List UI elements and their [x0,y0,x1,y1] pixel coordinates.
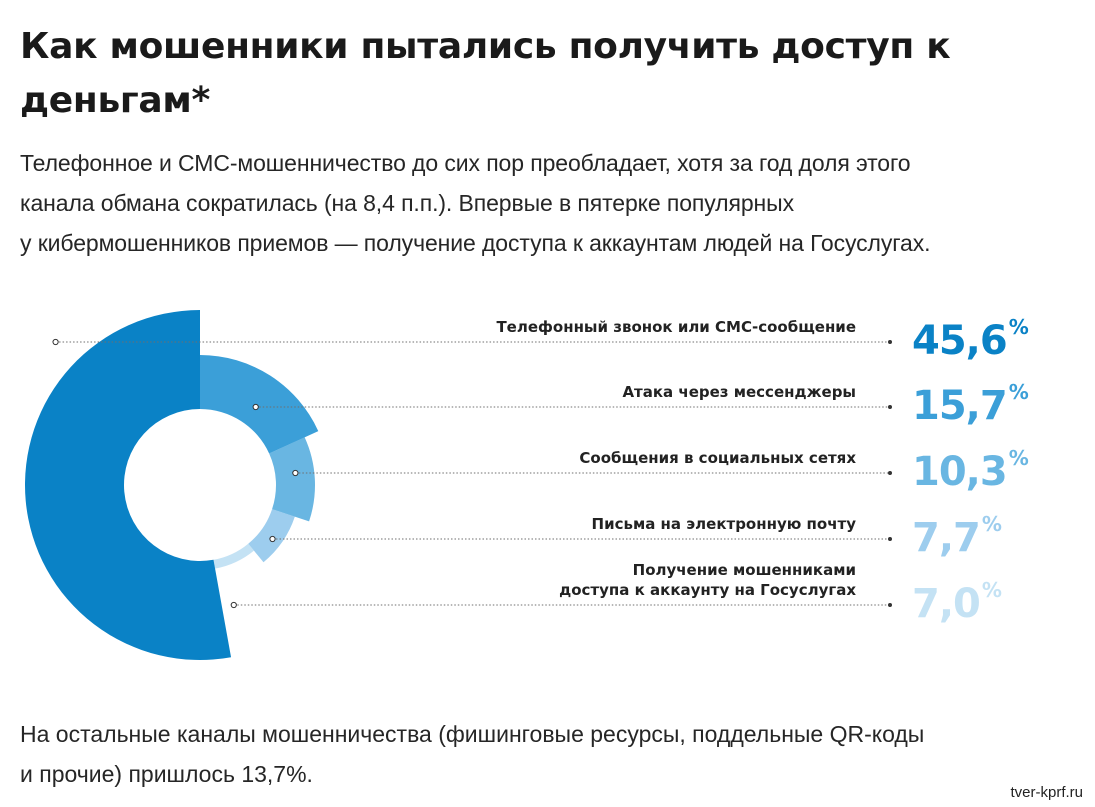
percent-sign: % [1009,446,1029,470]
outro-line: и прочие) пришлось 13,7%. [20,761,313,787]
pie-slice [213,543,254,569]
percent-sign: % [1009,315,1029,339]
category-label: Сообщения в социальных сетях [579,449,856,467]
percent-sign: % [982,578,1002,602]
value-label: 7,7 [912,515,980,561]
value-label: 15,7 [912,383,1007,429]
value-label: 45,6 [912,318,1007,364]
category-label: доступа к аккаунту на Госуслугах [559,581,856,599]
leader-end-dot [888,405,892,409]
chart-leader-lines [52,338,892,609]
leader-end-dot [888,340,892,344]
chart-slices [25,310,319,660]
pie-slice [269,437,315,522]
leader-dot [52,338,59,346]
leader-end-dot [888,537,892,541]
leader-dot [269,535,276,543]
category-label: Атака через мессенджеры [622,383,856,401]
value-label: 10,3 [912,449,1007,495]
pie-slice [200,355,319,454]
chart-labels: Телефонный звонок или СМС-сообщение 45,6%… [496,315,1028,627]
leader-dot [292,469,299,477]
donut-chart: Телефонный звонок или СМС-сообщение 45,6%… [25,310,1029,660]
value-label: 7,0 [912,581,980,627]
percent-sign: % [982,512,1002,536]
leader-dot [252,403,259,411]
intro-line: у кибермошенников приемов — получение до… [20,230,931,256]
leader-dot [230,601,237,609]
leader-end-dot [888,471,892,475]
pie-slice [25,310,232,660]
outro-line: На остальные каналы мошенничества (фишин… [20,721,925,747]
watermark: tver-kprf.ru [1010,784,1083,801]
leader-end-dot [888,603,892,607]
intro-paragraph: Телефонное и СМС-мошенничество до сих по… [20,143,1090,263]
category-label: Телефонный звонок или СМС-сообщение [496,318,856,336]
intro-line: канала обмана сократилась (на 8,4 п.п.).… [20,190,794,216]
pie-slice [248,509,295,563]
outro-paragraph: На остальные каналы мошенничества (фишин… [20,714,1090,794]
category-label: Письма на электронную почту [592,515,857,533]
category-label: Получение мошенниками [633,561,856,579]
intro-line: Телефонное и СМС-мошенничество до сих по… [20,150,911,176]
percent-sign: % [1009,380,1029,404]
page-title: Как мошенники пытались получить доступ к… [20,26,951,121]
